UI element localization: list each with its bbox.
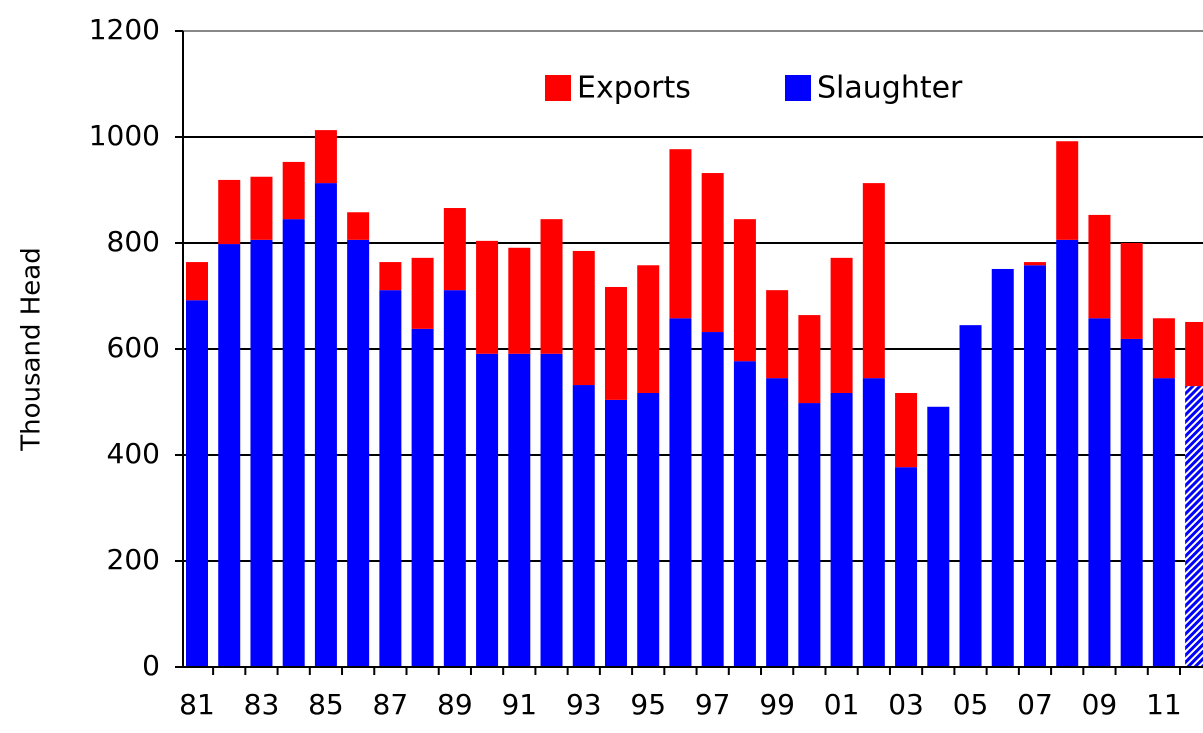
bar-segment xyxy=(282,219,305,667)
bar-segment xyxy=(1152,378,1175,667)
bar-segment xyxy=(669,318,692,667)
x-tick-label: 85 xyxy=(308,688,344,721)
bar-segment xyxy=(830,392,853,667)
x-tick-label: 89 xyxy=(437,688,473,721)
legend-label: Slaughter xyxy=(817,71,963,106)
legend-label: Exports xyxy=(577,71,691,106)
bar-segment xyxy=(379,290,402,667)
bar-segment xyxy=(895,467,918,667)
bar-segment xyxy=(1088,214,1111,319)
y-tick-label: 800 xyxy=(107,225,160,258)
x-tick-label: 09 xyxy=(1082,688,1118,721)
y-tick-label: 200 xyxy=(107,543,160,576)
x-tick-label: 03 xyxy=(888,688,924,721)
bar-segment xyxy=(766,290,789,379)
bar-segment xyxy=(186,300,208,667)
bar-segment xyxy=(959,325,982,667)
bar-segment xyxy=(572,385,595,667)
x-tick-label: 95 xyxy=(630,688,666,721)
bar-segment xyxy=(862,183,885,379)
bar-segment xyxy=(540,353,563,667)
bar-segment xyxy=(701,173,724,333)
bar-segment xyxy=(347,212,370,240)
bar-segment xyxy=(282,161,305,220)
bar-segment xyxy=(572,250,595,386)
bar-segment xyxy=(637,265,660,393)
bar-segment xyxy=(862,378,885,667)
bar-segment xyxy=(540,219,563,354)
bar-segment xyxy=(1023,262,1046,266)
bar-segment xyxy=(604,399,627,667)
bar-segment xyxy=(476,353,499,667)
x-tick-label: 07 xyxy=(1017,688,1053,721)
legend-swatch xyxy=(545,75,571,101)
bar-segment xyxy=(508,247,531,354)
bar-segment xyxy=(701,332,724,667)
bar-segment xyxy=(186,262,208,301)
bar-segment xyxy=(411,257,434,329)
bar-segment xyxy=(733,361,756,667)
bar-segment xyxy=(314,130,337,184)
bar-segment xyxy=(1120,243,1143,339)
legend-swatch xyxy=(785,75,811,101)
bar-segment xyxy=(604,286,627,400)
y-tick-label: 1200 xyxy=(89,13,160,46)
bar-segment xyxy=(895,392,918,468)
bar-segment xyxy=(830,257,853,393)
bar-segment xyxy=(1056,239,1079,667)
bar-segment xyxy=(669,149,692,319)
x-tick-label: 87 xyxy=(373,688,409,721)
y-tick-label: 1000 xyxy=(89,119,160,152)
bar-segment xyxy=(476,240,499,354)
bar-segment xyxy=(733,219,756,362)
y-tick-label: 0 xyxy=(142,649,160,682)
bar-segment xyxy=(927,406,950,667)
bar-segment xyxy=(1152,318,1175,379)
x-tick-label: 81 xyxy=(179,688,215,721)
bar-segment xyxy=(443,290,466,667)
x-tick-label: 97 xyxy=(695,688,731,721)
bar-segment xyxy=(218,179,241,245)
bar-segment xyxy=(347,239,370,667)
bar-segment xyxy=(1185,321,1203,387)
y-axis-label: Thousand Head xyxy=(17,247,47,451)
y-tick-label: 600 xyxy=(107,331,160,364)
bar-segment xyxy=(443,208,466,291)
x-tick-label: 83 xyxy=(244,688,280,721)
bar-segment xyxy=(1185,386,1203,667)
x-tick-label: 05 xyxy=(953,688,989,721)
bar-segment xyxy=(766,378,789,667)
bar-segment xyxy=(1056,141,1079,240)
bar-segment xyxy=(250,176,273,240)
bar-segment xyxy=(250,239,273,667)
bar-segment xyxy=(798,315,821,404)
bar-segment xyxy=(798,403,821,667)
bar-segment xyxy=(411,328,434,667)
y-tick-label: 400 xyxy=(107,437,160,470)
x-tick-label: 93 xyxy=(566,688,602,721)
bar-segment xyxy=(379,262,402,291)
x-tick-label: 91 xyxy=(501,688,537,721)
bar-segment xyxy=(1023,265,1046,667)
bar-segment xyxy=(1120,338,1143,667)
bar-segment xyxy=(508,353,531,667)
x-tick-label: 11 xyxy=(1146,688,1182,721)
bar-segment xyxy=(314,183,337,668)
bar-segment xyxy=(1088,318,1111,667)
bar-segment xyxy=(991,268,1014,667)
x-tick-label: 01 xyxy=(824,688,860,721)
x-tick-label: 99 xyxy=(759,688,795,721)
bar-segment xyxy=(218,244,241,667)
bar-segment xyxy=(637,392,660,667)
